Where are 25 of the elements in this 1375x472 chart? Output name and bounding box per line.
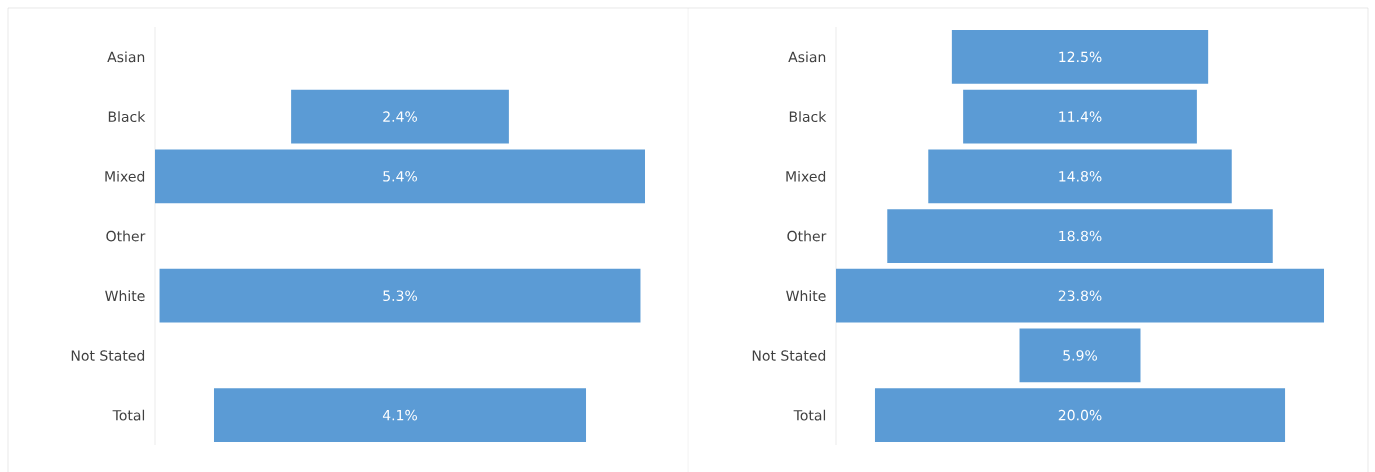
category-label: Total: [793, 409, 826, 421]
data-label: 23.8%: [1058, 290, 1102, 302]
category-label: Not Stated: [71, 350, 145, 361]
data-label: 5.4%: [383, 170, 418, 182]
data-label: 14.8%: [1059, 170, 1102, 182]
data-label: 5.9%: [1063, 350, 1098, 361]
category-label: Asian: [788, 51, 826, 63]
data-label: 20.0%: [1058, 409, 1102, 421]
category-label: Mixed: [786, 170, 826, 182]
data-label: 12.5%: [1059, 51, 1102, 63]
data-label: 4.1%: [382, 409, 418, 421]
category-label: Not Stated: [752, 350, 826, 361]
category-label: White: [786, 290, 826, 302]
category-label: Other: [787, 230, 827, 242]
data-label: 11.4%: [1059, 111, 1102, 122]
category-label: Black: [789, 111, 827, 122]
category-label: Other: [106, 230, 146, 242]
category-label: White: [105, 290, 145, 302]
category-label: Total: [112, 409, 145, 421]
data-label: 2.4%: [383, 111, 418, 122]
category-label: Black: [108, 111, 146, 122]
category-label: Asian: [107, 51, 145, 63]
data-label: 18.8%: [1059, 230, 1102, 242]
data-label: 5.3%: [383, 290, 418, 302]
category-label: Mixed: [105, 170, 145, 182]
